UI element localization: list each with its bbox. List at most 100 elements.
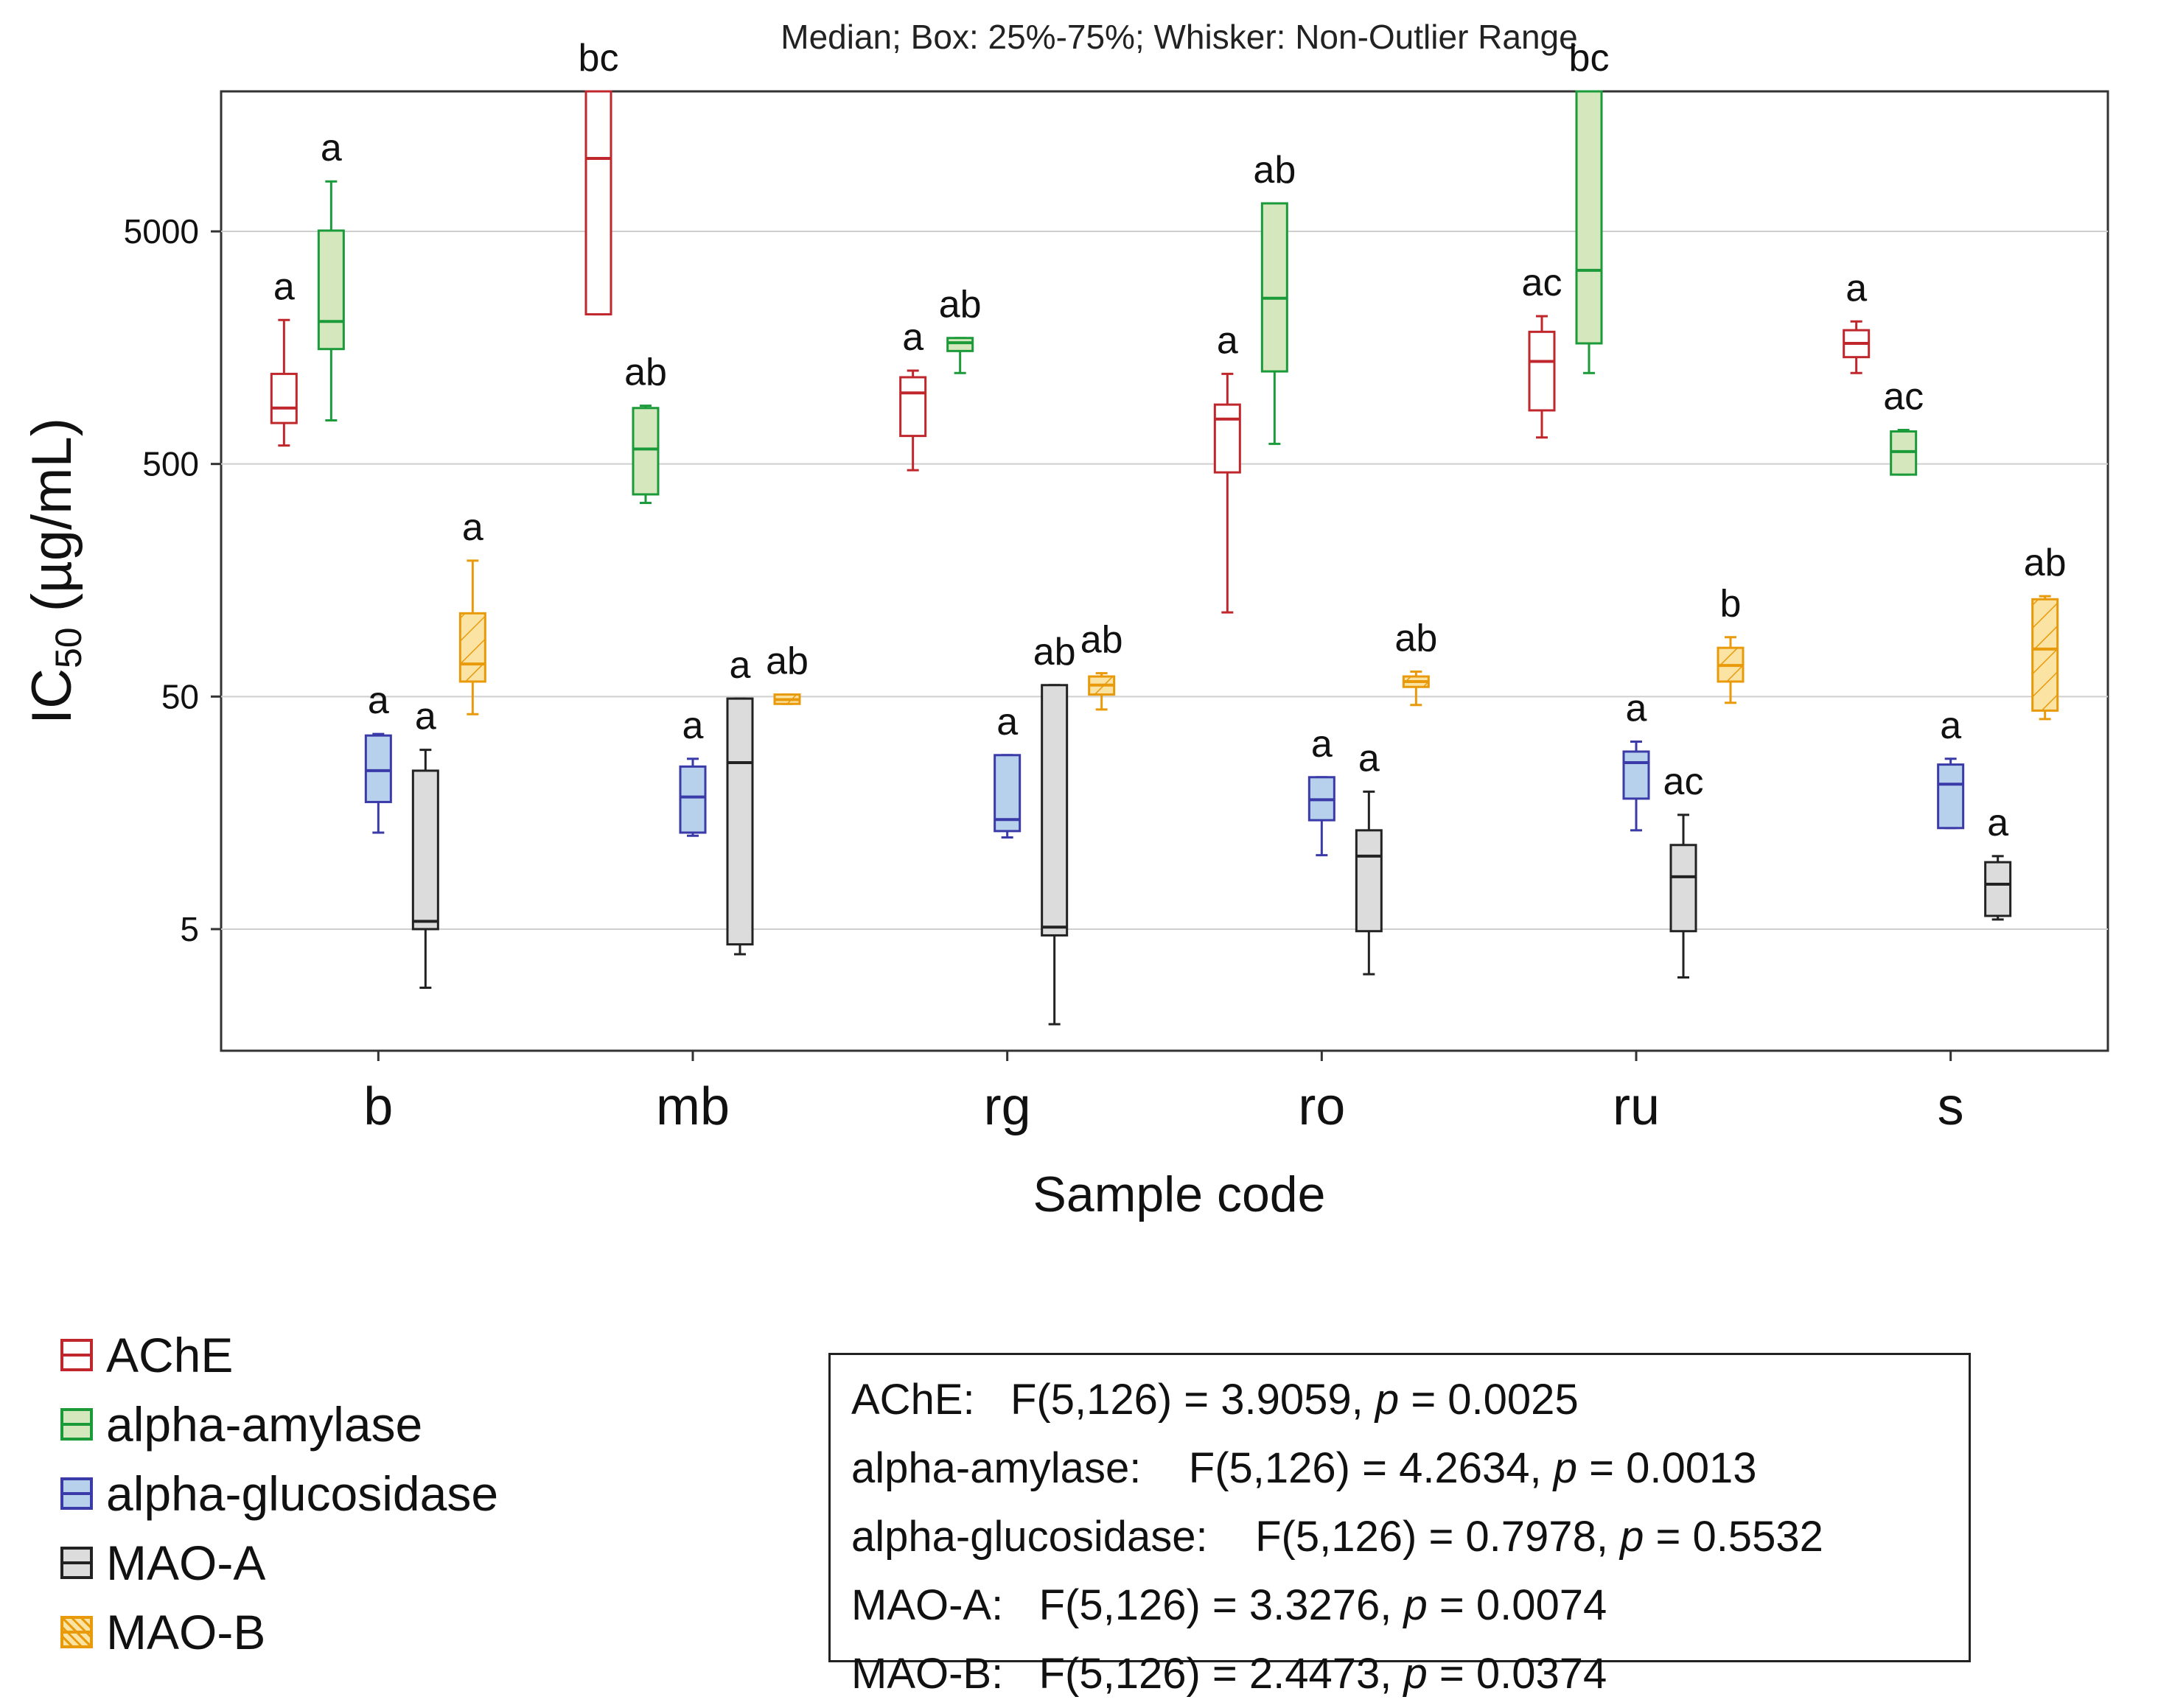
anova-stats-box: AChE: F(5,126) = 3.9059, p = 0.0025 alph…	[828, 1353, 1971, 1698]
stat-p-label: p	[1553, 1444, 1577, 1492]
significance-letter: ab	[2024, 542, 2067, 584]
box-plot-chart: Median; Box: 25%-75%; Whisker: Non-Outli…	[21, 18, 2109, 1222]
box-body	[632, 407, 660, 496]
stat-f: F(5,126) = 2.4473,	[1038, 1650, 1392, 1698]
box-body	[1528, 330, 1556, 412]
legend-item-ache: AChE	[60, 1320, 498, 1390]
box-alpha-amylase-rg	[946, 337, 974, 374]
significance-letter: a	[1846, 267, 1867, 309]
significance-letter: a	[273, 265, 295, 308]
y-tick-label: 50	[161, 677, 199, 715]
y-axis-title: IC50 (µg/mL)	[21, 418, 89, 724]
ache-swatch-icon	[60, 1339, 93, 1371]
significance-letter: a	[1987, 802, 2008, 844]
x-tick-label: ru	[1613, 1077, 1660, 1136]
box-ache-s	[1843, 320, 1871, 374]
stat-p-value: = 0.5532	[1655, 1513, 1823, 1561]
alpha-glucosidase-swatch-icon	[60, 1477, 93, 1510]
box-body	[1213, 403, 1241, 474]
box-mao-a-ro	[1355, 790, 1383, 976]
box-alpha-glucosidase-ro	[1307, 776, 1335, 857]
box-mao-a-s	[1984, 855, 2012, 921]
box-mao-a-b	[411, 749, 439, 989]
box-alpha-glucosidase-mb	[679, 757, 707, 837]
box-alpha-glucosidase-rg	[994, 754, 1022, 839]
stat-p-label: p	[1403, 1650, 1428, 1698]
significance-letter: a	[462, 506, 483, 549]
x-tick-label: b	[363, 1077, 393, 1136]
significance-letter: ac	[1883, 376, 1924, 419]
box-alpha-amylase-b	[317, 180, 345, 421]
box-mao-b-ro	[1402, 670, 1430, 707]
significance-letter: ab	[1394, 617, 1437, 659]
stat-name: MAO-A:	[851, 1581, 1004, 1629]
stat-f: F(5,126) = 4.2634,	[1188, 1444, 1542, 1492]
box-alpha-amylase-ru	[1575, 90, 1603, 374]
box-mao-a-rg	[1041, 684, 1069, 1026]
plot-area	[220, 90, 2109, 1052]
box-body	[364, 734, 392, 803]
legend-label: MAO-A	[106, 1536, 266, 1590]
box-mao-b-mb	[773, 693, 801, 705]
stat-line-mao-b: MAO-B: F(5,126) = 2.4473, p = 0.0374	[851, 1639, 1948, 1708]
box-mao-b-rg	[1088, 672, 1116, 711]
box-ache-rg	[899, 369, 927, 472]
box-body	[899, 376, 927, 438]
significance-letter: bc	[1569, 37, 1610, 80]
box-body	[584, 90, 612, 316]
box-mao-a-mb	[726, 697, 754, 956]
legend-label: AChE	[106, 1328, 234, 1382]
significance-letter: ab	[1080, 619, 1123, 662]
box-body	[2031, 598, 2059, 712]
stat-name: alpha-amylase:	[851, 1444, 1142, 1492]
box-alpha-glucosidase-s	[1937, 757, 1965, 830]
y-tick-label: 5000	[124, 212, 199, 251]
stat-p-label: p	[1403, 1581, 1428, 1629]
box-body	[317, 229, 345, 351]
stat-f: F(5,126) = 3.3276,	[1038, 1581, 1392, 1629]
significance-letter: a	[368, 679, 389, 722]
box-alpha-amylase-s	[1890, 429, 1918, 476]
box-body	[1575, 90, 1603, 345]
stat-p-label: p	[1375, 1376, 1400, 1424]
y-tick-label: 500	[142, 445, 199, 483]
stat-p-label: p	[1620, 1513, 1644, 1561]
y-tick-label: 5	[180, 910, 199, 948]
significance-letter: a	[415, 696, 436, 738]
significance-letter: ac	[1663, 760, 1704, 803]
stat-p-value: = 0.0374	[1439, 1650, 1607, 1698]
legend-label: MAO-B	[106, 1605, 266, 1659]
box-body	[679, 765, 707, 834]
box-body	[411, 769, 439, 931]
legend-item-mao-a: MAO-A	[60, 1528, 498, 1597]
significance-letter: a	[1358, 737, 1380, 780]
box-alpha-amylase-mb	[632, 405, 660, 505]
box-alpha-amylase-ro	[1260, 202, 1288, 445]
significance-letter: a	[1626, 687, 1647, 729]
legend-label: alpha-glucosidase	[106, 1466, 499, 1521]
mao-b-swatch-icon	[60, 1616, 93, 1648]
significance-letter: a	[682, 704, 704, 747]
box-mao-b-ru	[1717, 636, 1745, 704]
x-tick-label: ro	[1298, 1077, 1345, 1136]
box-body	[270, 372, 298, 424]
stat-name: AChE:	[851, 1376, 975, 1424]
significance-letter: a	[1311, 723, 1333, 766]
legend-label: alpha-amylase	[106, 1397, 423, 1452]
box-body	[1041, 684, 1069, 937]
significance-letter: ab	[1033, 631, 1076, 673]
significance-letter: ab	[766, 640, 809, 683]
x-tick-label: mb	[656, 1077, 730, 1136]
box-ache-ro	[1213, 372, 1241, 614]
legend-item-alpha-amylase: alpha-amylase	[60, 1390, 498, 1459]
stat-name: MAO-B:	[851, 1650, 1004, 1698]
stat-line-alpha-amylase: alpha-amylase: F(5,126) = 4.2634, p = 0.…	[851, 1434, 1948, 1502]
stat-f: F(5,126) = 3.9059,	[1010, 1376, 1363, 1424]
stat-p-value: = 0.0013	[1589, 1444, 1757, 1492]
stat-p-value: = 0.0025	[1411, 1376, 1579, 1424]
stat-line-ache: AChE: F(5,126) = 3.9059, p = 0.0025	[851, 1365, 1948, 1434]
box-body	[946, 337, 974, 352]
box-body	[1355, 829, 1383, 933]
alpha-amylase-swatch-icon	[60, 1408, 93, 1441]
significance-letter: a	[730, 644, 751, 687]
